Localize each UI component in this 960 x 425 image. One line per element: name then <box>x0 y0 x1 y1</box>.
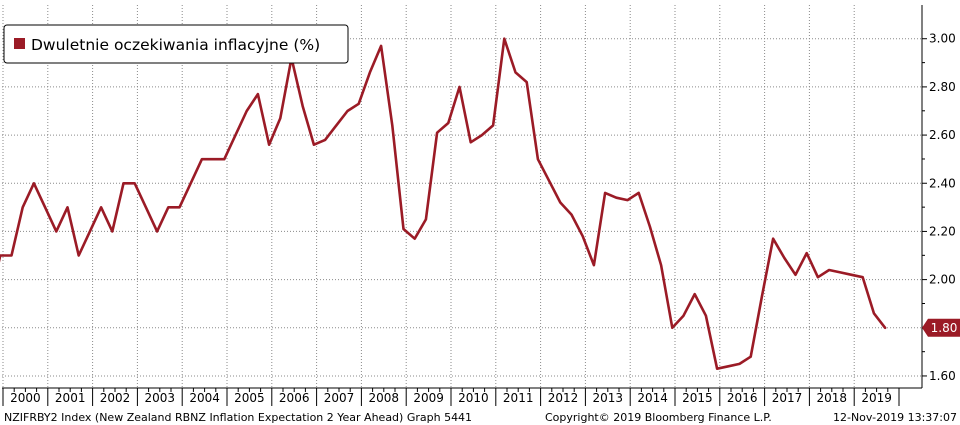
x-tick-label-2003: 2003 <box>145 391 176 405</box>
series-layer <box>0 37 887 370</box>
legend-swatch <box>14 38 25 49</box>
legend-label: Dwuletnie oczekiwania inflacyjne (%) <box>31 36 320 54</box>
x-tick-label-2009: 2009 <box>413 391 444 405</box>
last-value-label: 1.80 <box>931 321 958 335</box>
x-tick-label-2011: 2011 <box>503 391 534 405</box>
y-tick-label-2.40: 2.40 <box>929 176 956 190</box>
x-tick-label-2004: 2004 <box>189 391 220 405</box>
x-tick-label-2013: 2013 <box>593 391 624 405</box>
footer-source: NZIFRBY2 Index (New Zealand RBNZ Inflati… <box>4 411 472 424</box>
y-tick-label-2.60: 2.60 <box>929 128 956 142</box>
x-tick-label-2002: 2002 <box>100 391 131 405</box>
x-tick-label-2005: 2005 <box>234 391 265 405</box>
x-tick-label-2014: 2014 <box>637 391 668 405</box>
x-tick-label-2017: 2017 <box>772 391 803 405</box>
y-tick-label-2.20: 2.20 <box>929 224 956 238</box>
footer-date: 12-Nov-2019 13:37:07 <box>833 411 957 424</box>
footer: NZIFRBY2 Index (New Zealand RBNZ Inflati… <box>4 411 957 424</box>
series-line <box>0 37 887 370</box>
x-tick-label-2015: 2015 <box>682 391 713 405</box>
last-value-marker: 1.80 <box>922 318 960 337</box>
axes: 2000 2001 2002 2003 2004 2005 2006 2007 2008 2009… <box>2 5 956 406</box>
x-tick-label-2019: 2019 <box>861 391 892 405</box>
y-tick-label-2.00: 2.00 <box>929 273 956 287</box>
x-tick-label-2018: 2018 <box>817 391 848 405</box>
x-tick-label-2008: 2008 <box>369 391 400 405</box>
x-tick-label-2000: 2000 <box>10 391 41 405</box>
x-tick-label-2010: 2010 <box>458 391 489 405</box>
y-tick-label-1.60: 1.60 <box>929 369 956 383</box>
x-tick-label-2001: 2001 <box>55 391 86 405</box>
x-tick-label-2007: 2007 <box>324 391 355 405</box>
x-tick-label-2006: 2006 <box>279 391 310 405</box>
y-tick-label-2.80: 2.80 <box>929 80 956 94</box>
y-tick-label-3.00: 3.00 <box>929 32 956 46</box>
last-value-tag <box>922 318 960 337</box>
x-tick-label-2016: 2016 <box>727 391 758 405</box>
footer-copyright: Copyright© 2019 Bloomberg Finance L.P. <box>545 411 772 424</box>
legend-box <box>3 24 349 64</box>
x-tick-label-2012: 2012 <box>548 391 579 405</box>
legend: Dwuletnie oczekiwania inflacyjne (%) <box>3 24 349 64</box>
